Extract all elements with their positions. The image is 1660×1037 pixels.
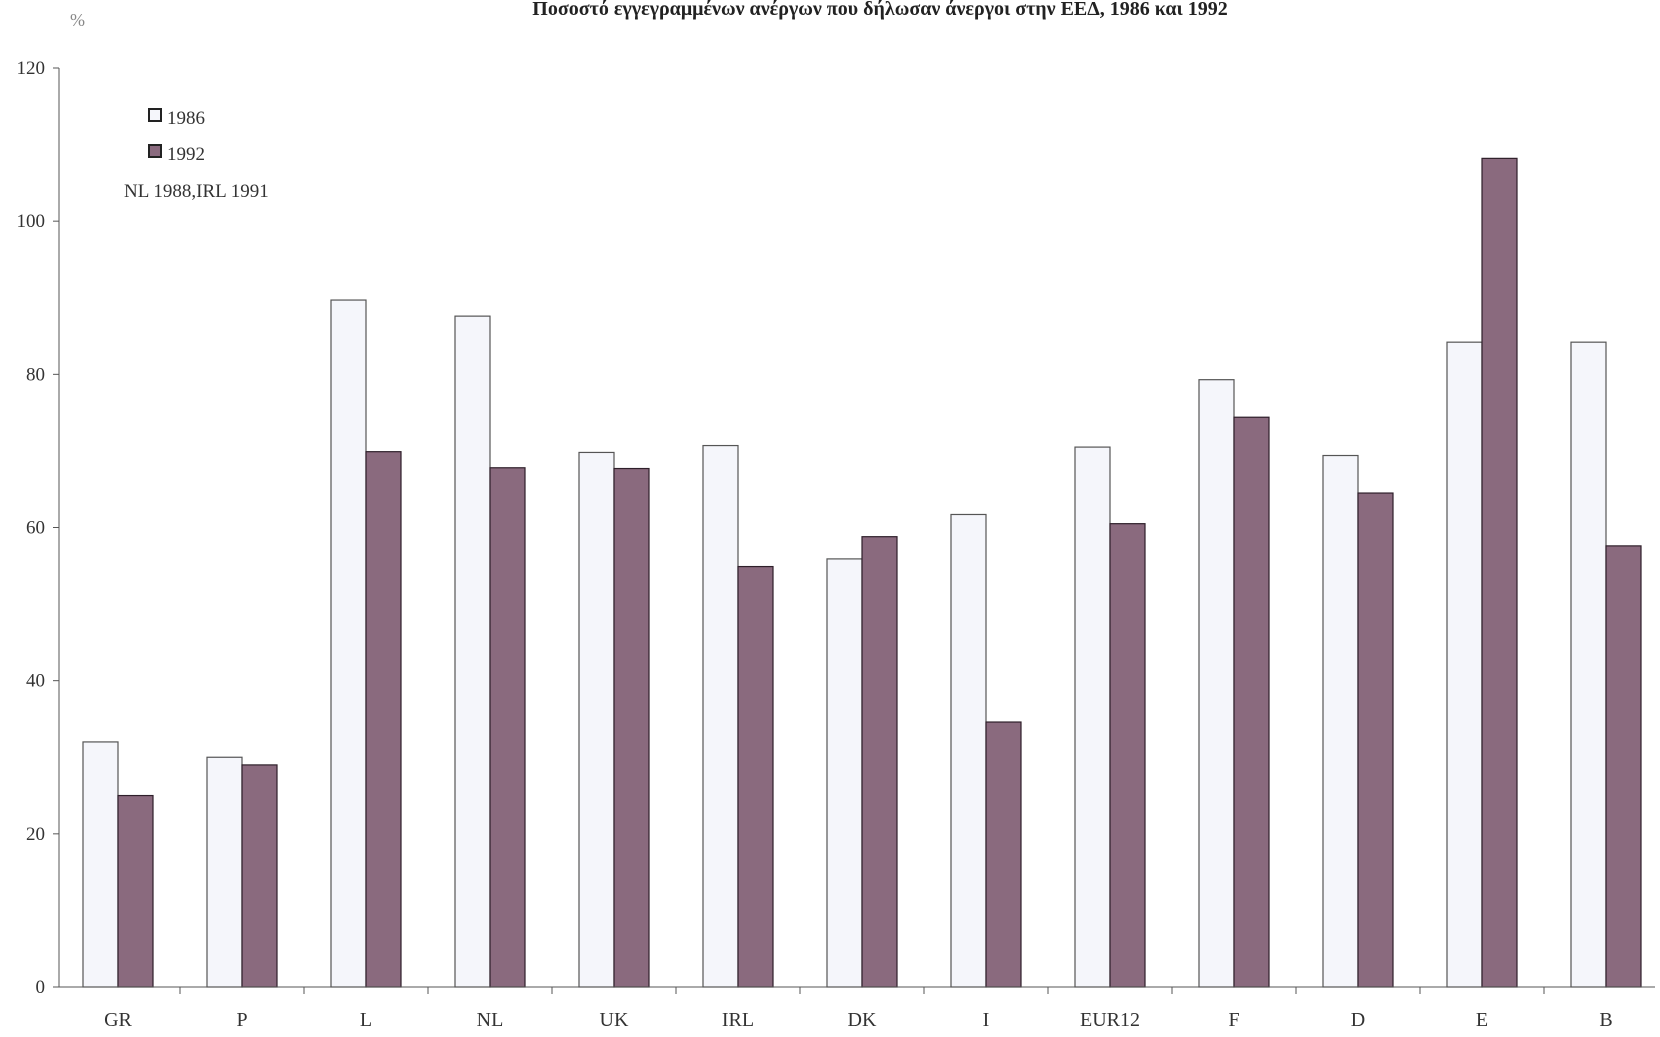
y-tick-label: 20 <box>26 824 45 845</box>
bars <box>82 157 1642 988</box>
bar-B-1992 <box>1605 545 1642 988</box>
bar-L-1992 <box>365 451 402 988</box>
bar-NL-1986 <box>454 315 491 988</box>
bar-E-1986 <box>1446 341 1483 988</box>
x-tick-label: L <box>360 1009 372 1031</box>
x-tick-label: IRL <box>722 1009 754 1031</box>
bar-GR-1986 <box>82 741 119 988</box>
legend: 1986 1992 NL 1988,IRL 1991 <box>124 108 269 202</box>
legend-swatch-1986 <box>148 108 162 122</box>
y-tick-label: 80 <box>26 364 45 385</box>
x-tick-label: I <box>983 1009 990 1031</box>
bar-IRL-1986 <box>702 444 739 988</box>
bar-L-1986 <box>330 299 367 988</box>
x-tick-label: NL <box>477 1009 504 1031</box>
y-tick-label: 0 <box>36 977 46 998</box>
legend-note: NL 1988,IRL 1991 <box>124 181 269 202</box>
legend-label-1992: 1992 <box>167 144 205 165</box>
bar-F-1986 <box>1198 379 1235 988</box>
bar-I-1992 <box>985 721 1022 988</box>
bar-P-1986 <box>206 756 243 988</box>
x-axis: GR P L NL UK IRL DK I EUR12 F D E B <box>59 986 1655 1031</box>
x-tick-label: DK <box>848 1009 877 1031</box>
y-tick-label: 40 <box>26 671 45 692</box>
bar-DK-1986 <box>826 558 863 988</box>
legend-swatch-1992 <box>148 144 162 158</box>
y-unit-label: % <box>70 10 85 30</box>
x-tick-label: GR <box>104 1009 132 1031</box>
x-tick-label: F <box>1228 1009 1239 1031</box>
chart-title: Ποσοστό εγγεγραμμένων ανέργων που δήλωσα… <box>532 0 1227 20</box>
bar-E-1992 <box>1481 157 1518 988</box>
y-tick-label: 100 <box>17 211 46 232</box>
bar-D-1992 <box>1357 492 1394 988</box>
bar-DK-1992 <box>861 536 898 988</box>
bar-EUR12-1992 <box>1109 523 1146 988</box>
x-tick-label: P <box>236 1009 247 1031</box>
bar-F-1992 <box>1233 416 1270 988</box>
bar-NL-1992 <box>489 467 526 988</box>
x-tick-label: E <box>1476 1009 1488 1031</box>
x-tick-label: B <box>1599 1009 1612 1031</box>
bar-B-1986 <box>1570 341 1607 988</box>
bar-D-1986 <box>1322 454 1359 988</box>
bar-I-1986 <box>950 513 987 988</box>
y-tick-label: 120 <box>17 58 46 79</box>
y-axis: 0 20 40 60 80 100 120 <box>17 58 60 998</box>
x-tick-label: EUR12 <box>1080 1009 1140 1031</box>
bar-GR-1992 <box>117 794 154 988</box>
bar-UK-1986 <box>578 451 615 988</box>
bar-IRL-1992 <box>737 565 774 988</box>
x-tick-label: D <box>1351 1009 1365 1031</box>
bar-P-1992 <box>241 764 278 988</box>
legend-label-1986: 1986 <box>167 108 205 129</box>
x-tick-label: UK <box>600 1009 629 1031</box>
bar-UK-1992 <box>613 467 650 988</box>
y-tick-label: 60 <box>26 518 45 539</box>
bar-EUR12-1986 <box>1074 446 1111 988</box>
